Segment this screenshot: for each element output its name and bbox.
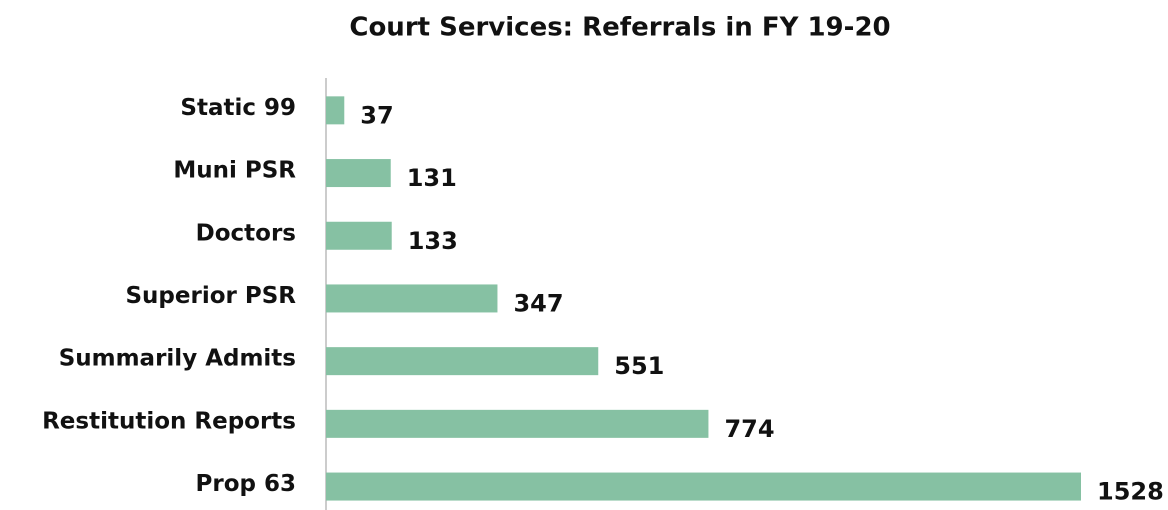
value-label: 347 [513,289,563,317]
bar [326,347,599,376]
category-label: Static 99 [180,95,296,121]
bar [326,472,1081,501]
category-label: Prop 63 [196,471,296,497]
category-label: Restitution Reports [42,408,296,434]
bar [326,159,391,188]
value-label: 1528 [1097,478,1164,506]
value-label: 774 [724,415,774,443]
category-label: Superior PSR [125,283,296,309]
bar [326,221,392,250]
bar [326,96,345,125]
chart-title: Court Services: Referrals in FY 19-20 [349,13,890,43]
value-label: 37 [360,101,393,129]
value-label: 133 [408,227,458,255]
bar [326,284,498,313]
category-label: Muni PSR [173,158,296,184]
value-label: 131 [407,164,457,192]
bar [326,409,709,438]
value-label: 551 [614,352,664,380]
category-label: Doctors [196,220,296,246]
category-label: Summarily Admits [59,346,296,372]
